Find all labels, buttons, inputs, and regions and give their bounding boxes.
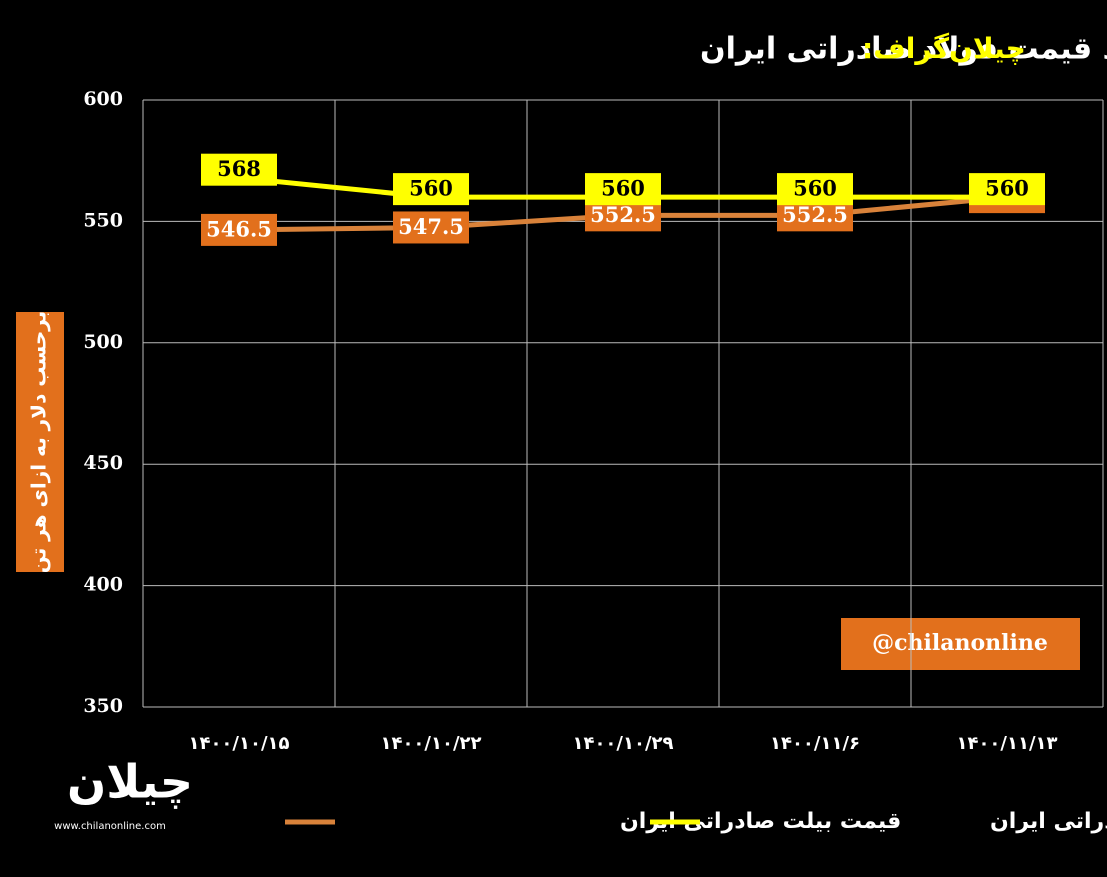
x-tick-label: ۱۴۰۰/۱۱/۶ [770, 733, 860, 754]
legend-label: قیمت اسلب صادراتی ایران [990, 809, 1107, 834]
data-label: 560 [409, 176, 453, 201]
data-label: 552.5 [782, 202, 848, 227]
data-label: 560 [601, 176, 645, 201]
logo: چیلان [67, 755, 193, 810]
chart-title-prefix: چیلان‌گراف: [862, 32, 1026, 65]
website: www.chilanonline.com [54, 821, 166, 832]
y-tick-label: 550 [83, 209, 123, 231]
data-label-box [585, 173, 661, 206]
y-label-box [16, 312, 64, 572]
chart-title: روند قیمت فولاد صادراتی ایران [700, 32, 1107, 67]
watermark: @chilanonline [872, 630, 1048, 656]
x-tick-label: ۱۴۰۰/۱۰/۲۲ [380, 733, 481, 754]
data-label-box [201, 153, 277, 186]
x-tick-label: ۱۴۰۰/۱۰/۲۹ [572, 733, 673, 754]
data-label-box [777, 173, 853, 206]
y-tick-label: 400 [83, 574, 123, 596]
y-tick-label: 600 [83, 88, 123, 110]
data-label-box [393, 211, 469, 244]
y-tick-label: 350 [83, 695, 123, 717]
data-label: 560 [793, 176, 837, 201]
data-label: 568 [217, 156, 261, 181]
y-tick-label: 450 [83, 452, 123, 474]
data-label: 547.5 [398, 214, 464, 239]
data-label: 546.5 [206, 216, 272, 241]
y-axis-label: برحسب دلار به ازای هر تن [27, 311, 51, 573]
data-label-box [969, 173, 1045, 206]
data-label-box [393, 173, 469, 206]
x-tick-label: ۱۴۰۰/۱۰/۱۵ [188, 733, 289, 754]
watermark-box [841, 618, 1080, 670]
data-label: 560 [985, 176, 1029, 201]
x-tick-label: ۱۴۰۰/۱۱/۱۳ [956, 733, 1057, 754]
data-label: 552.5 [590, 202, 656, 227]
data-label-box [201, 213, 277, 246]
y-tick-label: 500 [83, 331, 123, 353]
